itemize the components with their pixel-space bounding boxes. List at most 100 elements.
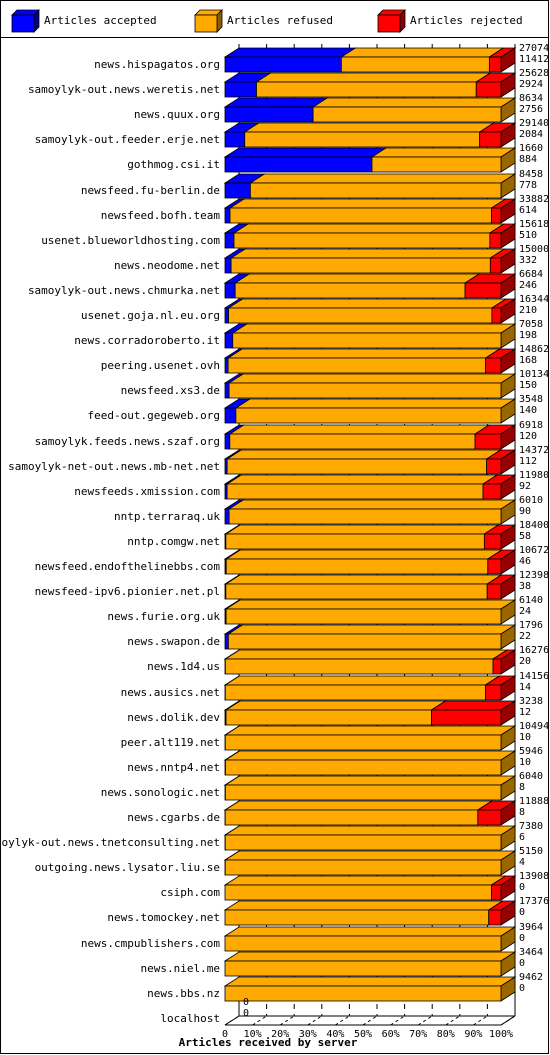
- bar-segment-top: [223, 951, 517, 962]
- accepted-label: 150: [519, 380, 537, 391]
- category-label: samoylyk-out.news.tnetconsulting.net: [0, 836, 220, 849]
- bar-segment: [224, 56, 342, 73]
- accepted-label: 0: [243, 1008, 249, 1019]
- bar-segment: [489, 257, 502, 274]
- bar-segment-top: [224, 599, 517, 610]
- x-tick-label: 20%: [271, 1029, 289, 1040]
- bar-segment-top: [228, 424, 491, 435]
- accepted-label: 778: [519, 180, 537, 191]
- category-label: newsfeed-ipv6.pionier.net.pl: [35, 585, 220, 598]
- bar-segment: [486, 583, 502, 600]
- total-label: 13908: [519, 871, 549, 882]
- total-label: 15618: [519, 219, 549, 230]
- bar-segment: [235, 407, 502, 424]
- category-label: news.swapon.de: [127, 635, 220, 648]
- bar-segment: [224, 884, 492, 901]
- accepted-label: 614: [519, 205, 537, 216]
- bar-segment-top: [370, 147, 517, 158]
- category-label: news.quux.org: [134, 108, 220, 121]
- bar-segment-top: [223, 900, 505, 911]
- bar-segment: [225, 608, 502, 625]
- accepted-label: 24: [519, 606, 531, 617]
- bar-segment: [479, 131, 502, 148]
- legend-swatch: [194, 14, 218, 33]
- accepted-label: 140: [519, 405, 537, 416]
- accepted-label: 58: [519, 531, 531, 542]
- bar-segment: [224, 407, 237, 424]
- bar-segment-top: [223, 926, 517, 937]
- bar-segment: [225, 709, 432, 726]
- bar-segment: [234, 282, 466, 299]
- accepted-label: 12: [519, 707, 531, 718]
- x-tick-depth: [252, 1015, 267, 1026]
- total-label: 18400: [519, 520, 549, 531]
- accepted-label: 8: [519, 807, 525, 818]
- x-tick-label: 60%: [382, 1029, 400, 1040]
- bar-segment: [491, 307, 502, 324]
- total-label: 8634: [519, 93, 543, 104]
- accepted-label: 11412: [519, 54, 549, 65]
- bar-segment: [224, 357, 229, 374]
- accepted-label: 120: [519, 431, 537, 442]
- x-tick-depth: [390, 1015, 405, 1026]
- bar-segment: [256, 81, 477, 98]
- bar-segment-top: [223, 976, 517, 987]
- total-label: 6684: [519, 269, 543, 280]
- bar-segment: [340, 56, 490, 73]
- bar-segment: [431, 709, 502, 726]
- total-label: 14156: [519, 671, 549, 682]
- x-tick-depth: [224, 1015, 240, 1026]
- accepted-label: 2924: [519, 79, 543, 90]
- category-label: news.cmpublishers.com: [81, 937, 220, 950]
- category-label: news.niel.me: [141, 962, 220, 975]
- bar-segment: [464, 282, 502, 299]
- bar-segment-top: [223, 47, 357, 58]
- category-label: peering.usenet.ovh: [101, 359, 220, 372]
- bar-segment-top: [223, 147, 388, 158]
- legend-label: Articles accepted: [44, 14, 157, 27]
- x-tick-depth: [307, 1015, 323, 1026]
- total-label: 33882: [519, 194, 549, 205]
- total-label: 11888: [519, 796, 549, 807]
- bar-segment-top: [224, 549, 504, 560]
- bar-segment: [224, 784, 502, 801]
- total-label: 6140: [519, 595, 543, 606]
- total-label: 6040: [519, 771, 543, 782]
- bar-segment-top: [311, 97, 517, 108]
- x-tick-depth: [417, 1015, 433, 1026]
- category-label: news.hispagatos.org: [94, 58, 220, 71]
- total-label: 1660: [519, 143, 543, 154]
- accepted-label: 112: [519, 456, 537, 467]
- total-label: 6010: [519, 495, 543, 506]
- total-label: 1796: [519, 620, 543, 631]
- total-label: 14372: [519, 445, 549, 456]
- accepted-label: 46: [519, 556, 531, 567]
- bar-segment: [487, 558, 502, 575]
- category-label: newsfeed.bofh.team: [101, 209, 221, 222]
- bar-segment-top: [223, 675, 501, 686]
- category-label: news.corradoroberto.it: [74, 334, 220, 347]
- category-label: newsfeed.endofthelinebbs.com: [35, 560, 221, 573]
- bar-segment-top: [255, 72, 492, 83]
- bar-segment: [491, 884, 502, 901]
- total-label: 9462: [519, 972, 543, 983]
- category-label: samoylyk-net-out.news.mb-net.net: [8, 460, 220, 473]
- bar-segment-top: [227, 373, 517, 384]
- total-label: 10134: [519, 369, 549, 380]
- bar-segment: [312, 106, 502, 123]
- bar-segment: [224, 232, 235, 249]
- total-label: 0: [243, 997, 249, 1008]
- bar-segment: [371, 156, 502, 173]
- total-label: 3238: [519, 696, 543, 707]
- category-label: news.dolik.dev: [127, 711, 220, 724]
- x-tick-label: 100%: [489, 1029, 513, 1040]
- bar-segment: [486, 458, 502, 475]
- total-label: 16344: [519, 294, 549, 305]
- bar-segment: [485, 357, 502, 374]
- category-label: samoylyk.feeds.news.szaf.org: [35, 435, 220, 448]
- category-label: news.cgarbs.de: [127, 811, 220, 824]
- accepted-label: 0: [519, 983, 525, 994]
- bar-segment: [224, 633, 229, 650]
- x-tick-depth: [279, 1015, 295, 1026]
- bar-segment: [224, 508, 230, 525]
